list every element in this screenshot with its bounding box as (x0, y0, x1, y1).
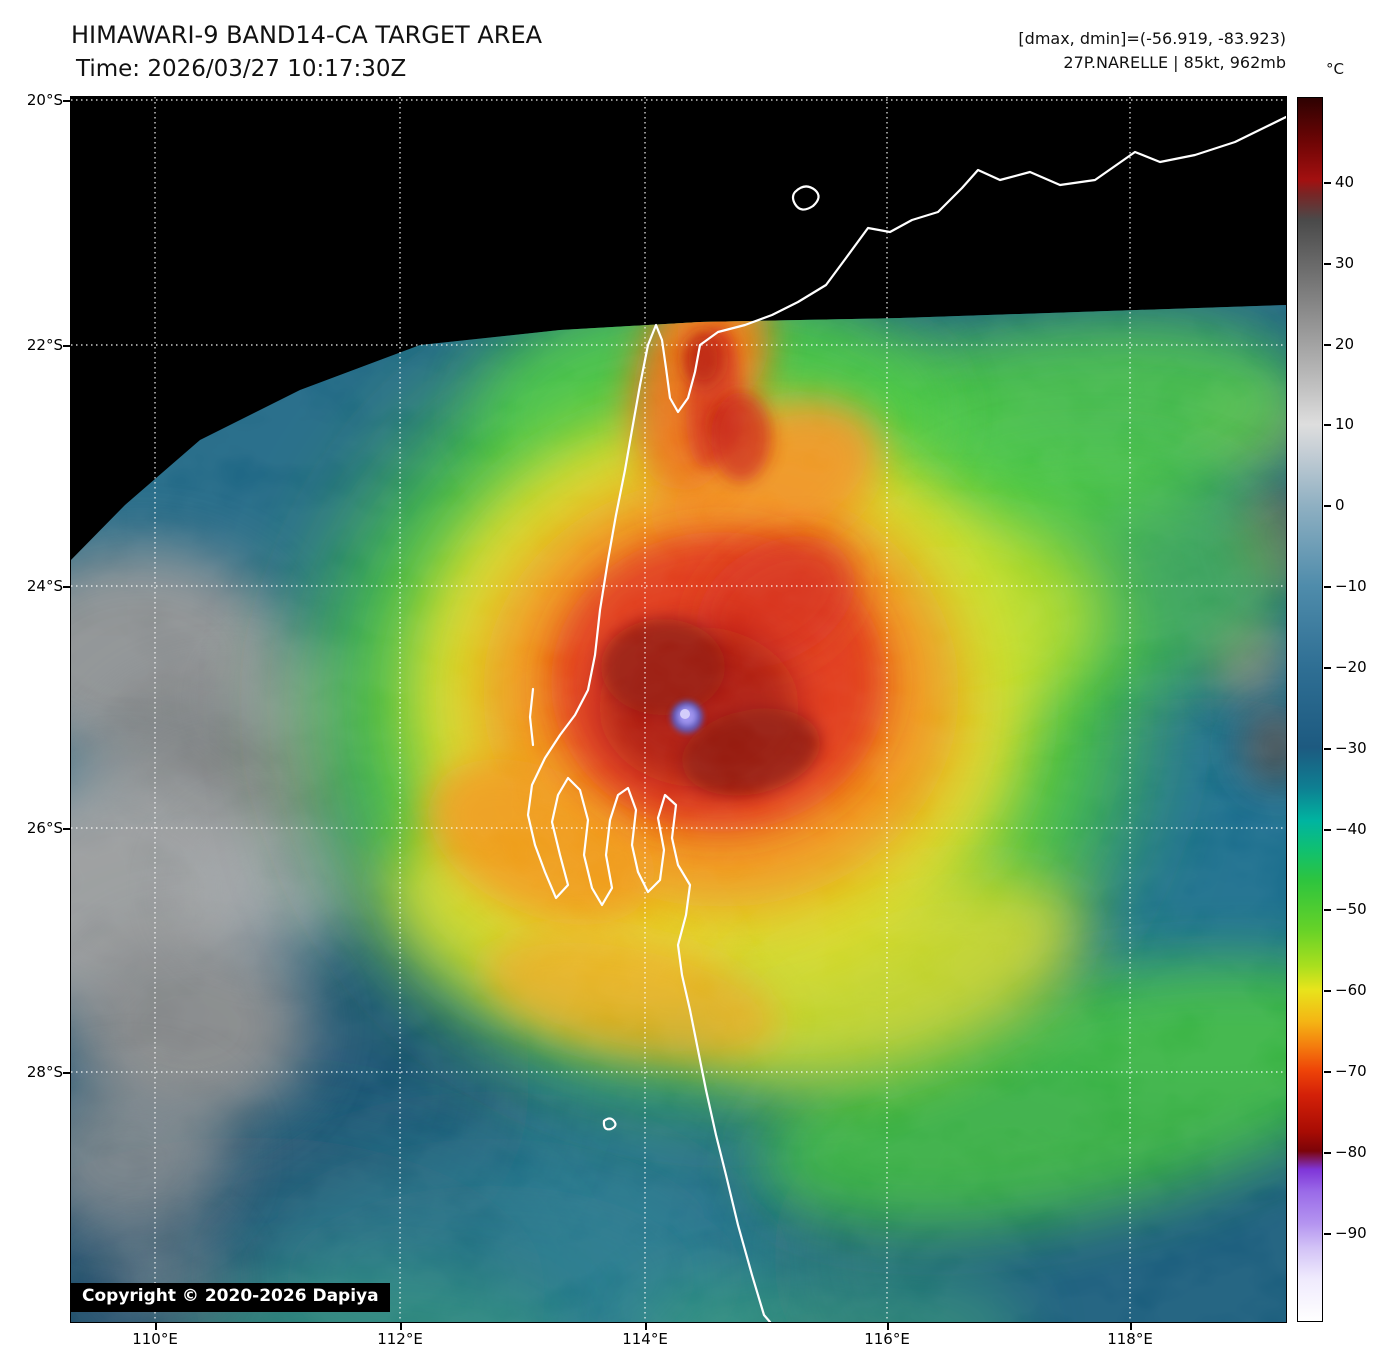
colorbar-tick-mark (1324, 829, 1331, 831)
colorbar-tick-mark (1324, 505, 1331, 507)
colorbar-tick-mark (1324, 424, 1331, 426)
colorbar-tick-mark (1324, 1071, 1331, 1073)
colorbar-tick-label: −80 (1335, 1143, 1367, 1161)
lat-tick-label: 22°S (26, 336, 63, 354)
lon-tick-mark (155, 1322, 157, 1330)
lat-tick-mark (63, 586, 71, 588)
colorbar-tick-label: 40 (1335, 173, 1355, 191)
timestamp: Time: 2026/03/27 10:17:30Z (76, 56, 407, 82)
lon-tick-label: 112°E (377, 1330, 423, 1348)
colorbar-tick-label: 30 (1335, 254, 1355, 272)
lat-tick-label: 20°S (26, 91, 63, 109)
lat-tick-mark (63, 1072, 71, 1074)
colorbar-tick-label: 10 (1335, 415, 1355, 433)
colorbar-tick-mark (1324, 667, 1331, 669)
satellite-map: Copyright © 2020-2026 Dapiya (70, 96, 1287, 1323)
colorbar-unit-label: °C (1326, 60, 1344, 78)
lon-tick-mark (1130, 1322, 1132, 1330)
lat-tick-label: 26°S (26, 819, 63, 837)
product-title: HIMAWARI-9 BAND14-CA TARGET AREA (71, 21, 543, 49)
colorbar-tick-mark (1324, 344, 1331, 346)
barrow-island (791, 185, 820, 211)
colorbar-tick-mark (1324, 182, 1331, 184)
colorbar-tick-label: −30 (1335, 739, 1367, 757)
lon-tick-label: 114°E (622, 1330, 668, 1348)
lon-tick-label: 110°E (132, 1330, 178, 1348)
colorbar-tick-mark (1324, 263, 1331, 265)
colorbar-tick-label: 0 (1335, 496, 1345, 514)
colorbar-tick-mark (1324, 990, 1331, 992)
colorbar-tick-mark (1324, 748, 1331, 750)
colorbar-tick-label: −70 (1335, 1062, 1367, 1080)
colorbar-tick-mark (1324, 1233, 1331, 1235)
colorbar-tick-mark (1324, 586, 1331, 588)
colorbar-tick-label: −90 (1335, 1224, 1367, 1242)
colorbar-tick-label: −40 (1335, 820, 1367, 838)
coastline (526, 115, 1286, 1322)
colorbar-tick-label: −60 (1335, 981, 1367, 999)
colorbar-tick-mark (1324, 909, 1331, 911)
temperature-colorbar (1297, 97, 1323, 1322)
colorbar-tick-label: −10 (1335, 577, 1367, 595)
colorbar-tick-label: 20 (1335, 335, 1355, 353)
satellite-image (71, 97, 1286, 1322)
lon-tick-label: 116°E (864, 1330, 910, 1348)
dmax-dmin-readout: [dmax, dmin]=(-56.919, -83.923) (1018, 29, 1286, 48)
lat-tick-mark (63, 828, 71, 830)
grid-lines (71, 97, 1286, 1322)
lat-tick-mark (63, 100, 71, 102)
lat-tick-label: 28°S (26, 1063, 63, 1081)
colorbar-tick-mark (1324, 1152, 1331, 1154)
colorbar-tick-label: −20 (1335, 658, 1367, 676)
lon-tick-mark (400, 1322, 402, 1330)
lon-tick-mark (645, 1322, 647, 1330)
offshore-islands (528, 687, 535, 747)
lat-tick-mark (63, 345, 71, 347)
copyright-banner: Copyright © 2020-2026 Dapiya (71, 1283, 390, 1312)
colorbar-tick-label: −50 (1335, 900, 1367, 918)
lon-tick-mark (887, 1322, 889, 1330)
lat-tick-label: 24°S (26, 577, 63, 595)
small-island (602, 1117, 617, 1131)
storm-readout: 27P.NARELLE | 85kt, 962mb (1063, 53, 1286, 72)
satellite-swath (71, 305, 1286, 1322)
lon-tick-label: 118°E (1107, 1330, 1153, 1348)
